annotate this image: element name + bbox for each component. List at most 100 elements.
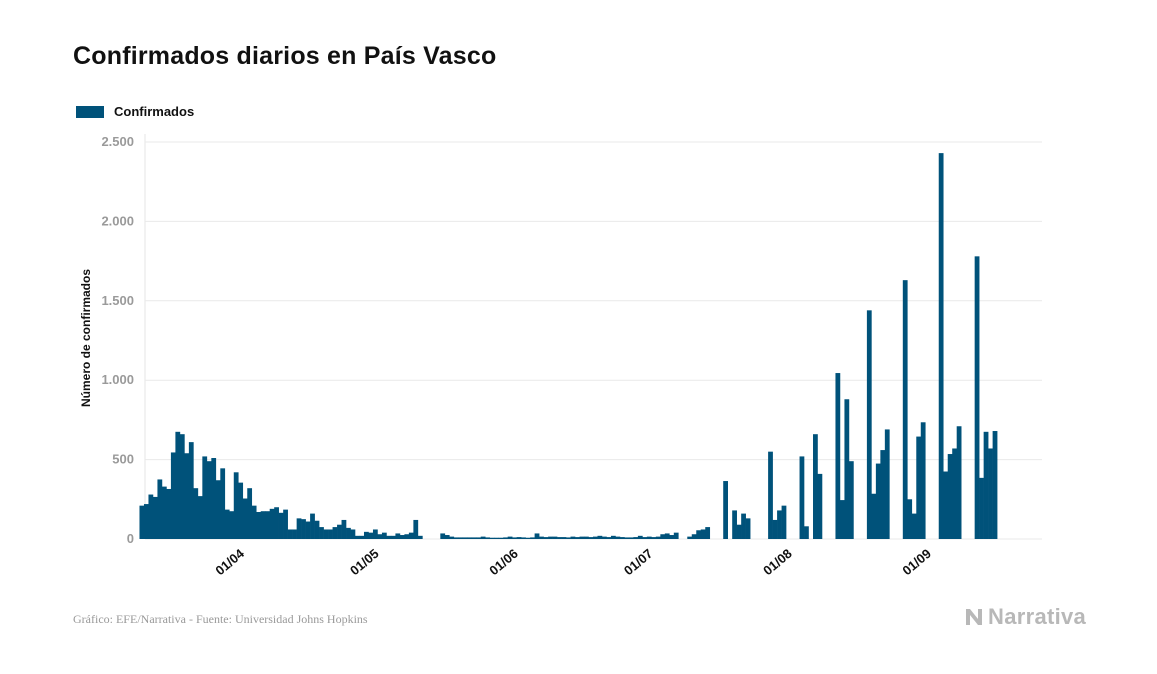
bar xyxy=(575,537,580,539)
bar xyxy=(723,481,728,539)
y-tick-label: 500 xyxy=(112,452,134,467)
bar xyxy=(166,488,172,539)
bar xyxy=(952,448,957,539)
bar xyxy=(660,534,666,539)
bar xyxy=(395,533,401,539)
bar xyxy=(251,505,257,539)
x-tick-label: 01/07 xyxy=(621,546,656,578)
bar xyxy=(332,527,338,539)
legend: Confirmados xyxy=(76,104,194,119)
bar xyxy=(305,521,311,539)
bar xyxy=(687,536,693,539)
bar xyxy=(813,434,818,539)
bar xyxy=(651,537,657,539)
bar xyxy=(247,488,253,539)
bar xyxy=(494,537,499,539)
bar xyxy=(768,451,773,539)
legend-label: Confirmados xyxy=(114,104,195,119)
bar xyxy=(732,510,737,539)
bar xyxy=(238,482,244,539)
bar xyxy=(880,450,886,539)
bar xyxy=(206,461,212,539)
bar xyxy=(619,537,625,539)
source-note: Gráfico: EFE/Narrativa - Fuente: Univers… xyxy=(73,612,368,626)
bar xyxy=(597,535,603,539)
bar xyxy=(503,537,508,539)
bar xyxy=(296,518,302,539)
bar xyxy=(157,479,163,539)
bar xyxy=(696,530,702,539)
bar xyxy=(592,536,598,539)
bar xyxy=(705,527,711,539)
bar xyxy=(736,524,742,539)
bar xyxy=(633,537,639,539)
bar xyxy=(516,537,522,539)
bar xyxy=(184,453,190,539)
bar xyxy=(804,526,809,539)
bar xyxy=(346,527,351,539)
bar xyxy=(628,537,634,539)
bar xyxy=(390,535,396,539)
bar xyxy=(655,536,661,539)
bar xyxy=(884,429,890,539)
bar xyxy=(534,533,540,539)
bar xyxy=(386,535,392,539)
bar xyxy=(988,448,993,539)
y-tick-label: 1.500 xyxy=(101,293,134,308)
bar xyxy=(902,280,908,539)
bar xyxy=(242,498,248,539)
bar xyxy=(417,535,423,539)
bar xyxy=(449,536,455,539)
bar xyxy=(974,256,980,539)
bar xyxy=(979,477,984,539)
bar xyxy=(413,519,419,539)
bar xyxy=(179,434,185,539)
x-tick-label: 01/05 xyxy=(347,546,382,578)
x-axis-ticks: 01/04 01/05 01/06 01/07 01/08 01/09 xyxy=(212,545,934,578)
bar xyxy=(615,536,621,539)
bar xyxy=(404,534,410,539)
bar xyxy=(440,533,446,539)
bar xyxy=(525,537,531,539)
bar xyxy=(557,537,562,539)
bar xyxy=(193,488,199,539)
legend-swatch xyxy=(76,105,104,118)
bar xyxy=(188,442,194,539)
bar xyxy=(170,452,176,539)
bar xyxy=(772,519,778,539)
bar xyxy=(642,537,648,539)
bar xyxy=(579,536,585,539)
bar xyxy=(548,536,553,539)
bar xyxy=(570,536,576,539)
bar xyxy=(462,537,468,539)
bar xyxy=(274,507,279,539)
bar xyxy=(745,518,751,539)
bar xyxy=(799,456,805,539)
bar xyxy=(669,535,675,539)
brand-name: Narrativa xyxy=(988,604,1087,629)
bar xyxy=(781,505,787,539)
bar xyxy=(606,537,612,539)
bar xyxy=(566,537,571,539)
bar xyxy=(561,537,567,539)
bar xyxy=(700,529,706,539)
bar xyxy=(480,536,486,539)
bar xyxy=(521,537,526,539)
bar xyxy=(323,529,329,539)
bar xyxy=(507,536,513,539)
bar xyxy=(471,537,477,539)
y-tick-label: 2.000 xyxy=(101,213,134,228)
bar xyxy=(377,534,383,539)
bar xyxy=(992,431,998,539)
bar xyxy=(292,529,297,539)
bar xyxy=(215,480,221,539)
bar xyxy=(489,537,495,539)
bar xyxy=(476,537,482,539)
bar xyxy=(278,512,284,539)
bar xyxy=(610,535,616,539)
bar xyxy=(777,510,782,539)
bar xyxy=(152,496,158,539)
bar xyxy=(310,513,315,539)
bar xyxy=(817,473,823,539)
